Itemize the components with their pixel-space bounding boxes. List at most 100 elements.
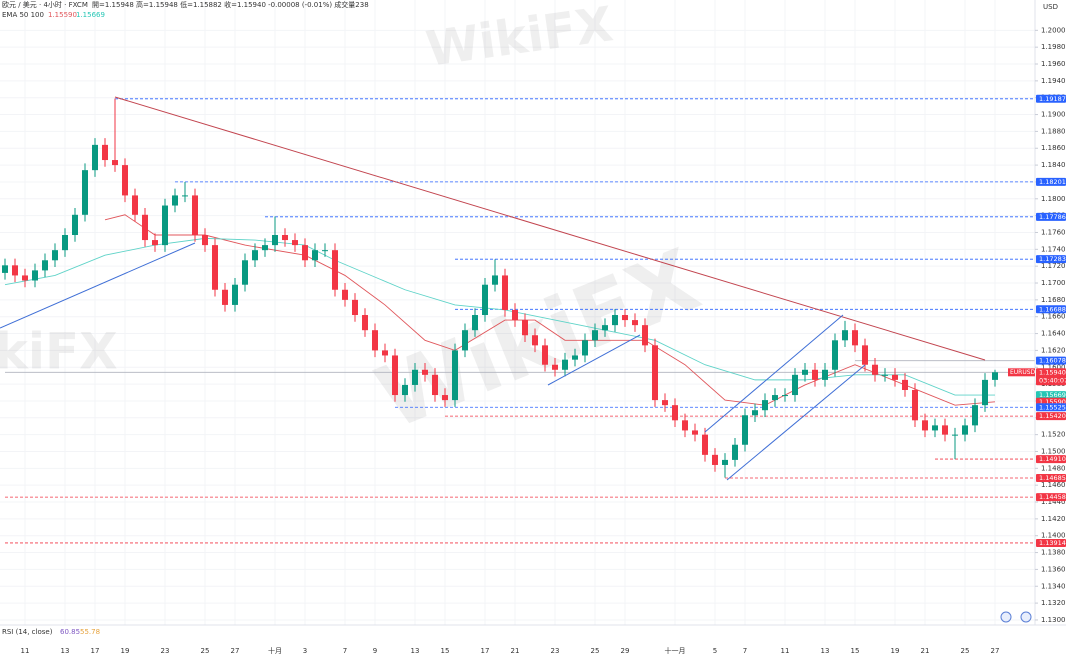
x-tick-label: 13 xyxy=(411,647,420,655)
candle-body xyxy=(662,400,668,406)
candle-body xyxy=(422,369,428,375)
x-tick-label: 29 xyxy=(621,647,630,655)
candle-body xyxy=(432,374,438,396)
price-tag xyxy=(1036,391,1066,400)
candle-body xyxy=(192,195,198,236)
rsi-value: 60.85 xyxy=(60,628,80,636)
x-tick-label: 7 xyxy=(343,647,347,655)
x-tick-label: 15 xyxy=(441,647,450,655)
x-tick-label: 十一月 xyxy=(665,646,686,655)
x-tick-label: 19 xyxy=(121,647,130,655)
candle-body xyxy=(302,245,308,261)
price-tag xyxy=(1036,356,1066,365)
y-tick-label: 1.14200 xyxy=(1041,515,1066,523)
y-tick-label: 1.13800 xyxy=(1041,549,1066,557)
price-tag-label: 1.15940 xyxy=(1039,368,1066,376)
candle-body xyxy=(632,320,638,326)
candle-body xyxy=(2,265,8,273)
candle-body xyxy=(572,355,578,360)
candle-body xyxy=(42,260,48,271)
candle-body xyxy=(802,369,808,375)
price-tag xyxy=(1036,412,1066,421)
candle-body xyxy=(872,364,878,375)
candle-body xyxy=(732,444,738,460)
indicator: EMA 50 100 xyxy=(2,11,44,19)
time-axis: 11 13 17 19 23 25 27 十月 3 7 9 13 15 17 21 23 25 29 十一月 5 7 11… xyxy=(21,646,1000,655)
price-tag xyxy=(1036,455,1066,464)
candle-body xyxy=(602,325,608,331)
candle-body xyxy=(412,369,418,385)
candle-body xyxy=(212,245,218,290)
price-tag-label: 1.15525 xyxy=(1039,403,1066,411)
y-tick-label: 1.19400 xyxy=(1041,77,1066,85)
x-tick-label: 21 xyxy=(511,647,520,655)
rsi-label: RSI (14, close) xyxy=(2,628,53,636)
candle-body xyxy=(942,425,948,435)
drawings xyxy=(0,96,986,481)
candle-body xyxy=(952,434,958,436)
y-tick-label: 1.20000 xyxy=(1041,26,1066,34)
candle-body xyxy=(552,364,558,370)
candle-body xyxy=(702,434,708,455)
x-tick-label: 17 xyxy=(91,647,100,655)
channel-line xyxy=(704,314,844,433)
symbol-label: EURUSD xyxy=(1010,369,1036,376)
candle-body xyxy=(392,355,398,396)
candle-body xyxy=(112,160,118,166)
x-tick-label: 11 xyxy=(781,647,790,655)
price-axis: 1.13000 1.13200 1.13400 1.13600 1.13800 1.140… xyxy=(1008,26,1066,624)
y-tick-label: 1.18800 xyxy=(1041,127,1066,135)
x-tick-label: 17 xyxy=(481,647,490,655)
candle-body xyxy=(652,345,658,401)
candle-body xyxy=(592,330,598,341)
candle-body xyxy=(372,330,378,351)
candle-body xyxy=(92,144,98,171)
icon[interactable] xyxy=(1020,611,1032,623)
x-tick-label: 3 xyxy=(303,647,307,655)
price-tag-label: 1.16688 xyxy=(1039,305,1066,313)
x-tick-label: 21 xyxy=(921,647,930,655)
candle-body xyxy=(842,330,848,341)
x-tick-label: 27 xyxy=(991,647,1000,655)
candle-body xyxy=(202,235,208,246)
price-tag xyxy=(1036,305,1066,314)
candle-body xyxy=(682,420,688,431)
y-tick-label: 1.15000 xyxy=(1041,447,1066,455)
price-tag-label: 1.19187 xyxy=(1039,95,1066,103)
x-tick-label: 7 xyxy=(743,647,747,655)
x-tick-label: 13 xyxy=(61,647,70,655)
candle-body xyxy=(962,425,968,435)
y-tick-label: 1.18400 xyxy=(1041,161,1066,169)
y-tick-label: 1.13200 xyxy=(1041,599,1066,607)
candle-body xyxy=(22,275,28,281)
candle-body xyxy=(62,235,68,251)
price-tag xyxy=(1036,493,1066,502)
y-tick-label: 1.16400 xyxy=(1041,330,1066,338)
candle-body xyxy=(352,299,358,316)
grid xyxy=(0,0,1035,625)
candle-body xyxy=(252,250,258,261)
candle-body xyxy=(672,405,678,421)
x-tick-label: 25 xyxy=(591,647,600,655)
candle-body xyxy=(792,374,798,396)
price-tag xyxy=(1036,94,1066,103)
icon[interactable] xyxy=(1000,611,1012,623)
candle-body xyxy=(562,359,568,370)
candle-body xyxy=(772,395,778,401)
y-tick-label: 1.15200 xyxy=(1041,431,1066,439)
candle-body xyxy=(642,325,648,346)
candle-body xyxy=(502,275,508,310)
candle-body xyxy=(402,384,408,396)
candle-body xyxy=(132,195,138,215)
y-tick-label: 1.16200 xyxy=(1041,346,1066,354)
watermark: WikiFX xyxy=(0,323,118,381)
candle-body xyxy=(272,235,278,246)
y-tick-label: 1.19000 xyxy=(1041,111,1066,119)
y-tick-label: 1.17000 xyxy=(1041,279,1066,287)
y-tick-label: 1.17600 xyxy=(1041,228,1066,236)
price-tag-label: 1.15420 xyxy=(1039,412,1066,420)
countdown: 03:40:07 xyxy=(1039,376,1066,384)
candle-body xyxy=(462,330,468,351)
channel-line xyxy=(726,364,866,481)
